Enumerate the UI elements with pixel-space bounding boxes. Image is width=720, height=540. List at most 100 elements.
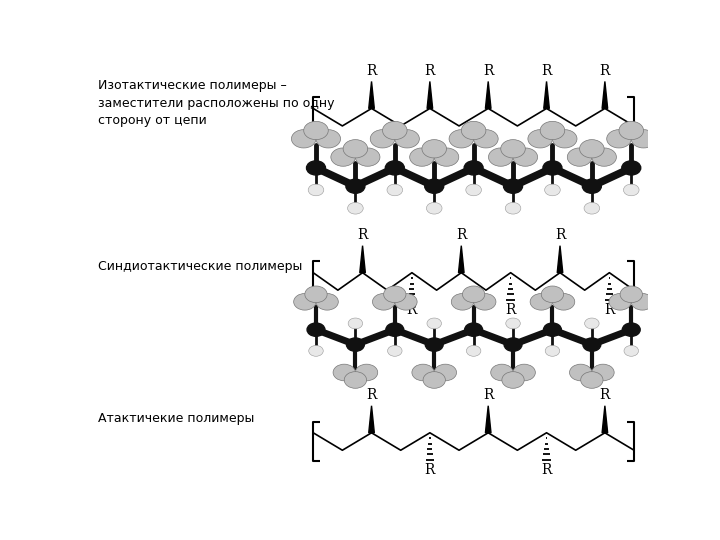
Circle shape <box>307 323 325 336</box>
Circle shape <box>308 184 324 196</box>
Circle shape <box>434 364 456 381</box>
Circle shape <box>544 323 562 336</box>
Circle shape <box>462 122 486 140</box>
Circle shape <box>528 130 552 148</box>
Circle shape <box>567 148 592 166</box>
Circle shape <box>500 140 526 158</box>
Text: R: R <box>366 64 377 78</box>
Circle shape <box>372 293 395 310</box>
Text: Атактичекие полимеры: Атактичекие полимеры <box>99 412 255 425</box>
Circle shape <box>503 179 523 193</box>
Circle shape <box>384 286 406 302</box>
Circle shape <box>292 130 316 148</box>
Circle shape <box>607 130 631 148</box>
Circle shape <box>622 323 640 336</box>
Circle shape <box>631 130 656 148</box>
Circle shape <box>370 130 395 148</box>
Circle shape <box>620 286 642 302</box>
Circle shape <box>387 346 402 356</box>
Text: R: R <box>600 64 610 78</box>
Circle shape <box>356 364 378 381</box>
Polygon shape <box>544 82 549 109</box>
Circle shape <box>423 372 446 388</box>
Circle shape <box>386 323 404 336</box>
Circle shape <box>583 338 600 352</box>
Circle shape <box>502 372 524 388</box>
Circle shape <box>505 202 521 214</box>
Circle shape <box>543 161 562 175</box>
Circle shape <box>382 122 407 140</box>
Circle shape <box>356 148 380 166</box>
Circle shape <box>467 346 481 356</box>
Circle shape <box>609 293 631 310</box>
Circle shape <box>622 161 641 175</box>
Circle shape <box>305 286 327 302</box>
Circle shape <box>395 293 417 310</box>
Circle shape <box>344 372 366 388</box>
Text: R: R <box>425 64 435 78</box>
Circle shape <box>449 130 474 148</box>
Circle shape <box>316 293 338 310</box>
Circle shape <box>387 184 402 196</box>
Circle shape <box>422 140 446 158</box>
Circle shape <box>451 293 474 310</box>
Circle shape <box>585 318 599 329</box>
Circle shape <box>552 293 575 310</box>
Text: R: R <box>456 228 467 242</box>
Text: Изотактические полимеры –
заместители расположены по одну
сторону от цепи: Изотактические полимеры – заместители ра… <box>99 79 335 127</box>
Circle shape <box>513 364 536 381</box>
Text: R: R <box>425 463 435 477</box>
Circle shape <box>464 323 482 336</box>
Polygon shape <box>485 82 491 109</box>
Circle shape <box>333 364 356 381</box>
Circle shape <box>474 293 496 310</box>
Circle shape <box>631 293 654 310</box>
Circle shape <box>582 179 601 193</box>
Circle shape <box>466 184 482 196</box>
Text: R: R <box>483 64 493 78</box>
Polygon shape <box>369 82 374 109</box>
Circle shape <box>545 346 559 356</box>
Circle shape <box>410 148 434 166</box>
Circle shape <box>624 346 639 356</box>
Circle shape <box>346 338 364 352</box>
Polygon shape <box>427 82 433 109</box>
Polygon shape <box>557 246 563 273</box>
Circle shape <box>294 293 316 310</box>
Circle shape <box>619 122 644 140</box>
Circle shape <box>309 346 323 356</box>
Circle shape <box>491 364 513 381</box>
Text: R: R <box>357 228 368 242</box>
Circle shape <box>395 130 419 148</box>
Circle shape <box>346 179 365 193</box>
Circle shape <box>426 338 443 352</box>
Circle shape <box>544 184 560 196</box>
Text: R: R <box>600 388 610 402</box>
Circle shape <box>504 338 522 352</box>
Text: R: R <box>555 228 565 242</box>
Text: R: R <box>505 303 516 317</box>
Polygon shape <box>369 406 374 433</box>
Text: Синдиотактические полимеры: Синдиотактические полимеры <box>99 260 302 273</box>
Circle shape <box>462 286 485 302</box>
Circle shape <box>505 318 521 329</box>
Circle shape <box>307 161 325 175</box>
Polygon shape <box>459 246 464 273</box>
Circle shape <box>513 148 538 166</box>
Polygon shape <box>602 82 608 109</box>
Circle shape <box>624 184 639 196</box>
Circle shape <box>425 179 444 193</box>
Circle shape <box>570 364 592 381</box>
Circle shape <box>552 130 577 148</box>
Circle shape <box>316 130 341 148</box>
Circle shape <box>584 202 600 214</box>
Circle shape <box>474 130 498 148</box>
Circle shape <box>427 318 441 329</box>
Circle shape <box>304 122 328 140</box>
Polygon shape <box>602 406 608 433</box>
Circle shape <box>412 364 434 381</box>
Polygon shape <box>485 406 491 433</box>
Text: R: R <box>541 463 552 477</box>
Circle shape <box>434 148 459 166</box>
Circle shape <box>581 372 603 388</box>
